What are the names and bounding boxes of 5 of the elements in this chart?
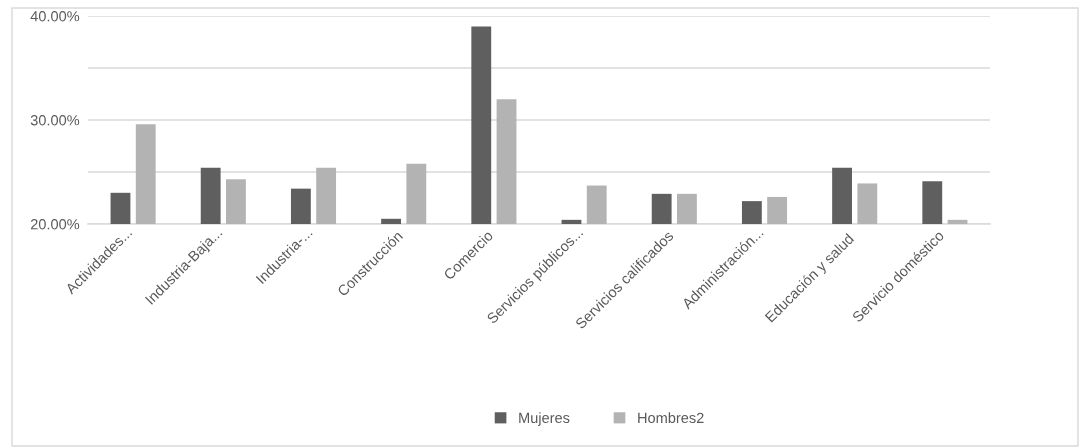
legend-label: Hombres2 [638, 412, 704, 424]
y-tick-label: 20.00% [30, 219, 80, 230]
y-tick-label: 40.00% [30, 11, 80, 22]
y-tick-label: 30.00% [30, 115, 80, 126]
legend-label: Mujeres [519, 412, 570, 426]
